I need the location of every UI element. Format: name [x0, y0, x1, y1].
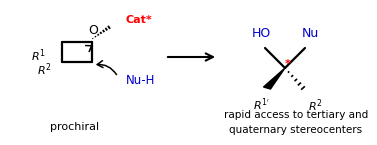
Text: Cat*: Cat*	[125, 15, 152, 25]
Text: quaternary stereocenters: quaternary stereocenters	[230, 125, 363, 135]
Text: $R^2$: $R^2$	[37, 62, 52, 78]
Text: HO: HO	[251, 27, 271, 40]
Text: Nu: Nu	[301, 27, 319, 40]
FancyArrowPatch shape	[97, 61, 116, 75]
Polygon shape	[264, 68, 285, 89]
Text: *: *	[285, 59, 291, 69]
Text: Nu-H: Nu-H	[126, 74, 155, 87]
Text: rapid access to tertiary and: rapid access to tertiary and	[224, 110, 368, 120]
Text: $R^2$: $R^2$	[308, 97, 323, 114]
Text: O: O	[88, 24, 98, 37]
Text: $R^{1'}$: $R^{1'}$	[253, 97, 270, 113]
Text: $R^1$: $R^1$	[31, 48, 46, 64]
Text: prochiral: prochiral	[51, 122, 100, 132]
FancyArrowPatch shape	[86, 46, 92, 52]
